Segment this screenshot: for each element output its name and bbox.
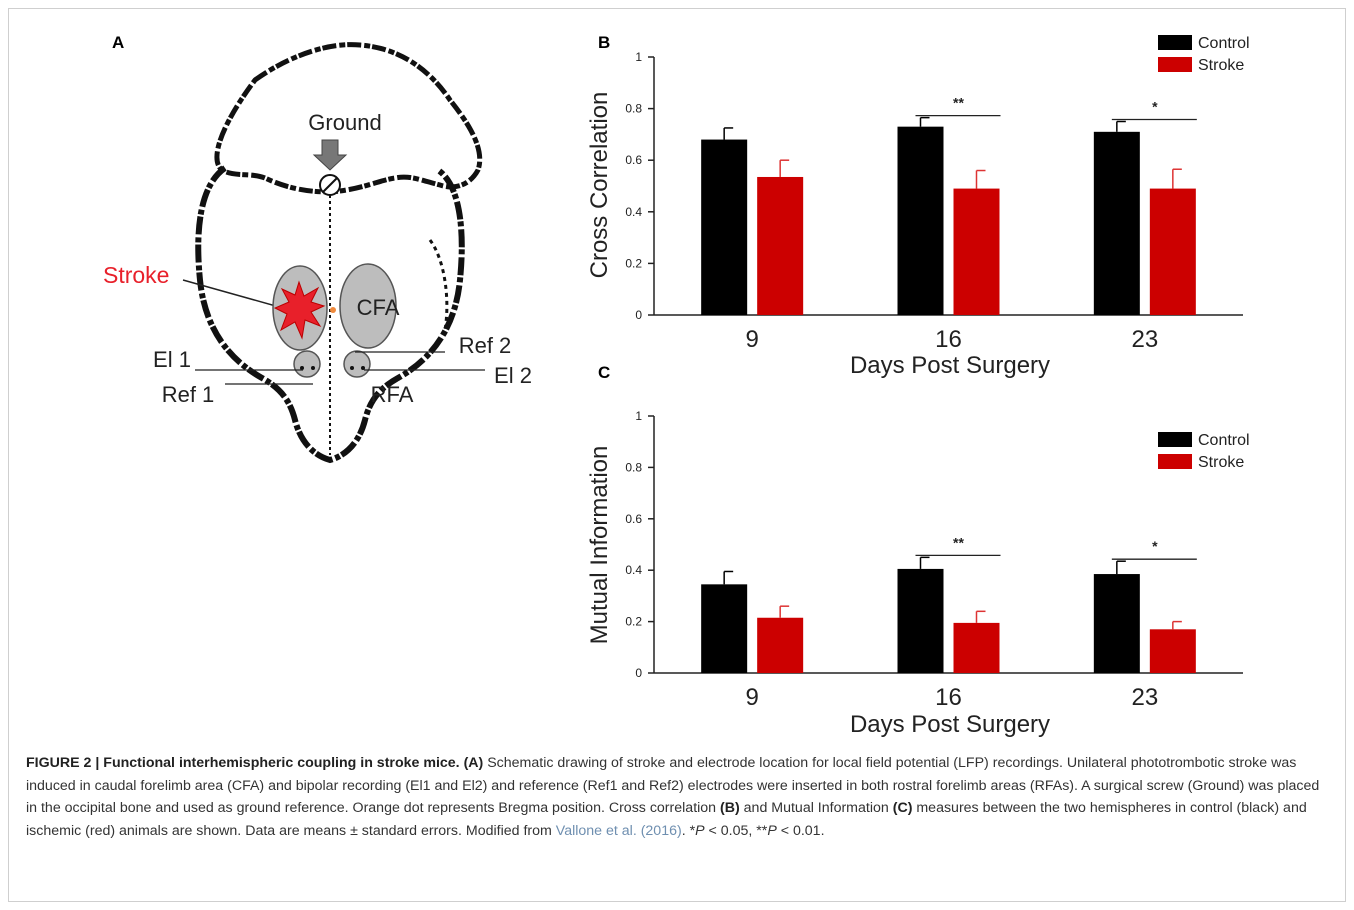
legend-label-control: Control <box>1198 35 1250 52</box>
right-rfa-circle <box>343 350 371 378</box>
caption-b-label: (B) <box>720 800 740 816</box>
x-tick-label: 23 <box>1131 326 1158 353</box>
significance-stars: * <box>1152 99 1158 115</box>
x-tick-label: 9 <box>745 326 758 353</box>
y-tick-label: 0 <box>635 666 642 680</box>
caption-text-1: Schematic drawing of stroke and electrod… <box>26 755 1320 816</box>
bar-control <box>701 139 748 315</box>
significance-stars: * <box>1152 538 1158 554</box>
x-tick-label: 9 <box>745 684 758 711</box>
y-tick-label: 0.6 <box>625 153 642 167</box>
bar-stroke <box>953 622 1000 673</box>
ref2-label: Ref 2 <box>459 333 512 358</box>
figure-graphic: A Ground Stroke CFA Ref 2 <box>103 33 1250 738</box>
ground-screw-slash <box>322 177 338 193</box>
legend-label-stroke: Stroke <box>1198 57 1244 74</box>
brain-texture <box>428 239 449 331</box>
el2-label: El 2 <box>494 363 532 388</box>
caption-a-label: (A) <box>463 755 484 771</box>
right-ref-dot <box>350 366 354 370</box>
significance-stars: ** <box>953 95 964 111</box>
caption-lead: FIGURE 2 | Functional interhemispheric c… <box>26 755 460 771</box>
el1-label: El 1 <box>153 347 191 372</box>
y-tick-label: 1 <box>635 50 642 64</box>
y-tick-label: 0.2 <box>625 615 642 629</box>
caption-text-6: < 0.01. <box>776 822 825 839</box>
panel-b-xlabel: Days Post Surgery <box>850 352 1050 379</box>
bar-stroke <box>757 617 804 673</box>
x-tick-label: 16 <box>935 326 962 353</box>
panel-c-chart: C Mutual Information Days Post Surgery 0… <box>586 363 1250 738</box>
figure-caption: FIGURE 2 | Functional interhemispheric c… <box>26 752 1332 842</box>
panel-b-chart: B Cross Correlation Days Post Surgery 0 0… <box>586 33 1250 379</box>
panel-b-label: B <box>598 33 610 52</box>
x-tick-label: 23 <box>1131 684 1158 711</box>
left-ref-dot <box>311 366 315 370</box>
ground-arrow <box>312 139 348 171</box>
stroke-pointer <box>182 279 291 311</box>
panel-c-ylabel: Mutual Information <box>586 446 613 645</box>
bar-stroke <box>1149 629 1196 673</box>
caption-text-3: measures between the two hemispheres in … <box>26 800 1307 839</box>
caption-p1: P <box>695 822 705 839</box>
y-tick-label: 0.8 <box>625 102 642 116</box>
legend-label-stroke: Stroke <box>1198 454 1244 471</box>
figure-frame <box>8 8 1346 902</box>
ground-label: Ground <box>308 110 381 135</box>
y-tick-label: 0.4 <box>625 563 642 577</box>
bar-stroke <box>953 188 1000 315</box>
brain-top-outline <box>214 42 483 195</box>
brain-hemispheres-outline <box>195 165 465 464</box>
x-tick-label: 16 <box>935 684 962 711</box>
y-tick-label: 0.8 <box>625 460 642 474</box>
stroke-label: Stroke <box>103 262 169 288</box>
bar-stroke <box>757 176 804 315</box>
caption-c-label: (C) <box>892 800 913 816</box>
legend-swatch-control <box>1158 35 1192 50</box>
rfa-label: RFA <box>371 382 414 407</box>
panel-a-label: A <box>112 33 124 52</box>
y-tick-label: 0 <box>635 308 642 322</box>
bar-stroke <box>1149 188 1196 315</box>
bar-control <box>1093 574 1140 673</box>
panel-b-ylabel: Cross Correlation <box>586 92 613 279</box>
ref1-label: Ref 1 <box>162 382 215 407</box>
bar-control <box>897 126 944 315</box>
legend-swatch-control <box>1158 432 1192 447</box>
stroke-lesion-icon <box>273 280 326 340</box>
y-tick-label: 0.4 <box>625 205 642 219</box>
bregma-dot <box>330 307 336 313</box>
legend-swatch-stroke <box>1158 57 1192 72</box>
bar-control <box>1093 131 1140 315</box>
left-rfa-circle <box>293 350 321 378</box>
panel-c-xlabel: Days Post Surgery <box>850 711 1050 738</box>
panel-a: A Ground Stroke CFA Ref 2 <box>103 33 532 464</box>
y-tick-label: 0.6 <box>625 512 642 526</box>
left-electrode-dot <box>300 366 304 370</box>
legend-label-control: Control <box>1198 432 1250 449</box>
caption-text-4: . * <box>681 822 696 839</box>
bar-control <box>701 584 748 673</box>
caption-text-5: < 0.05, ** <box>704 822 768 839</box>
caption-reference-link[interactable]: Vallone et al. (2016) <box>555 822 682 839</box>
panel-c-label: C <box>598 363 610 382</box>
caption-text-2: and Mutual Information <box>739 800 893 816</box>
cfa-label: CFA <box>357 295 400 320</box>
right-electrode-dot <box>361 366 365 370</box>
legend-swatch-stroke <box>1158 454 1192 469</box>
caption-p2: P <box>767 822 777 839</box>
significance-stars: ** <box>953 534 964 550</box>
right-cfa-ellipse <box>339 263 397 349</box>
y-tick-label: 1 <box>635 409 642 423</box>
y-tick-label: 0.2 <box>625 256 642 270</box>
bar-control <box>897 568 944 673</box>
